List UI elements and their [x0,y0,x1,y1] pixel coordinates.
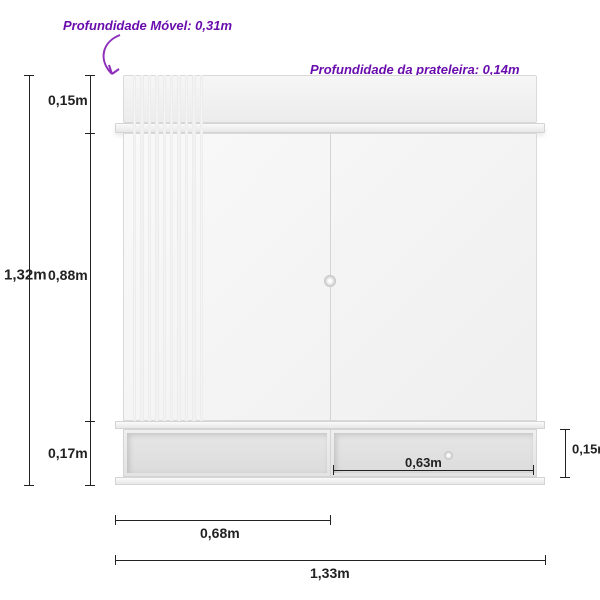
slat [177,75,180,477]
dim-cap [115,515,116,525]
slat [148,75,151,477]
slat [170,75,173,477]
dim-cap [85,421,95,422]
dim-cap [85,75,95,76]
lower-shelf-bottom [115,477,545,485]
dim-half-w: 0,68m [200,525,240,541]
slat [185,75,188,477]
dim-inner-h: 0,15m [572,442,600,457]
dim-inner-w: 0,63m [405,455,442,470]
dim-line-inner-w [333,470,533,471]
slat [163,75,166,477]
dim-cap [24,485,34,486]
dim-back-panel: 0,88m [48,267,88,283]
dim-cap [560,429,570,430]
lower-shelf-top [115,421,545,429]
compartment-left [123,429,331,477]
slat [133,75,136,477]
cable-hole-icon [324,275,336,287]
slat [140,75,143,477]
dim-cap [545,555,546,565]
dim-cap [560,477,570,478]
dim-cap [85,133,95,134]
dim-cap [333,465,334,475]
decorative-slats [133,75,203,477]
dim-cap [115,555,116,565]
dim-top-band: 0,15m [48,92,88,108]
furniture-diagram [115,75,545,505]
dim-line-half-w [115,520,330,521]
dim-line-inner-h [565,429,566,477]
dim-cap [533,465,534,475]
dim-line-segments [90,75,91,485]
annotation-depth: Profundidade Móvel: 0,31m [63,18,232,33]
dim-compartment: 0,17m [48,445,88,461]
slat [155,75,158,477]
slat [200,75,203,477]
dim-total-height: 1,32m [4,267,47,284]
cable-hole-small-icon [444,451,453,460]
dim-cap [330,515,331,525]
slat [192,75,195,477]
dim-total-w: 1,33m [310,565,350,581]
dim-cap [24,75,34,76]
dim-cap [85,485,95,486]
dim-line-total-w [115,560,545,561]
